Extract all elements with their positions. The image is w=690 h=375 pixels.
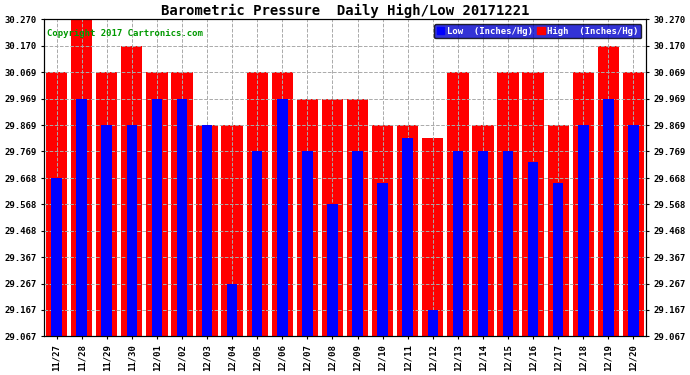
Bar xyxy=(146,72,168,336)
Bar xyxy=(397,125,418,336)
Bar xyxy=(598,46,619,336)
Bar xyxy=(453,152,463,336)
Bar xyxy=(603,99,613,336)
Bar xyxy=(402,138,413,336)
Bar xyxy=(497,72,519,336)
Bar xyxy=(372,125,393,336)
Bar xyxy=(623,72,644,336)
Bar xyxy=(447,72,469,336)
Bar xyxy=(553,183,564,336)
Title: Barometric Pressure  Daily High/Low 20171221: Barometric Pressure Daily High/Low 20171… xyxy=(161,4,529,18)
Bar xyxy=(477,152,489,336)
Bar xyxy=(302,152,313,336)
Legend: Low  (Inches/Hg), High  (Inches/Hg): Low (Inches/Hg), High (Inches/Hg) xyxy=(434,24,642,38)
Bar xyxy=(197,125,218,336)
Bar xyxy=(422,138,444,336)
Bar xyxy=(347,99,368,336)
Bar xyxy=(51,178,62,336)
Bar xyxy=(353,152,363,336)
Bar xyxy=(472,125,493,336)
Bar xyxy=(573,72,594,336)
Bar xyxy=(528,162,538,336)
Bar xyxy=(628,125,639,336)
Bar xyxy=(77,99,87,336)
Bar xyxy=(46,72,67,336)
Bar xyxy=(121,46,143,336)
Bar xyxy=(152,99,162,336)
Bar xyxy=(171,72,193,336)
Bar xyxy=(101,125,112,336)
Bar xyxy=(71,20,92,336)
Bar xyxy=(201,125,213,336)
Bar xyxy=(547,125,569,336)
Bar xyxy=(578,125,589,336)
Bar xyxy=(522,72,544,336)
Bar xyxy=(272,72,293,336)
Bar xyxy=(503,152,513,336)
Bar xyxy=(252,152,262,336)
Bar xyxy=(297,99,318,336)
Bar xyxy=(126,125,137,336)
Bar xyxy=(227,284,237,336)
Bar xyxy=(96,72,117,336)
Text: Copyright 2017 Cartronics.com: Copyright 2017 Cartronics.com xyxy=(47,29,203,38)
Bar xyxy=(177,99,187,336)
Bar xyxy=(221,125,243,336)
Bar xyxy=(327,204,337,336)
Bar xyxy=(246,72,268,336)
Bar xyxy=(428,310,438,336)
Bar xyxy=(322,99,343,336)
Bar xyxy=(277,99,288,336)
Bar xyxy=(377,183,388,336)
